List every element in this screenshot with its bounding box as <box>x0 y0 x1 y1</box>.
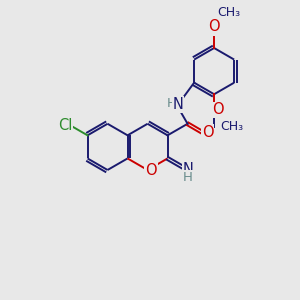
Text: O: O <box>208 19 220 34</box>
Text: H: H <box>183 171 193 184</box>
Text: CH₃: CH₃ <box>218 6 241 19</box>
Text: N: N <box>182 162 193 177</box>
Text: O: O <box>212 102 224 117</box>
Text: N: N <box>173 97 184 112</box>
Text: O: O <box>145 163 157 178</box>
Text: H: H <box>167 97 176 110</box>
Text: O: O <box>202 125 214 140</box>
Text: Cl: Cl <box>58 118 73 133</box>
Text: CH₃: CH₃ <box>220 120 244 133</box>
